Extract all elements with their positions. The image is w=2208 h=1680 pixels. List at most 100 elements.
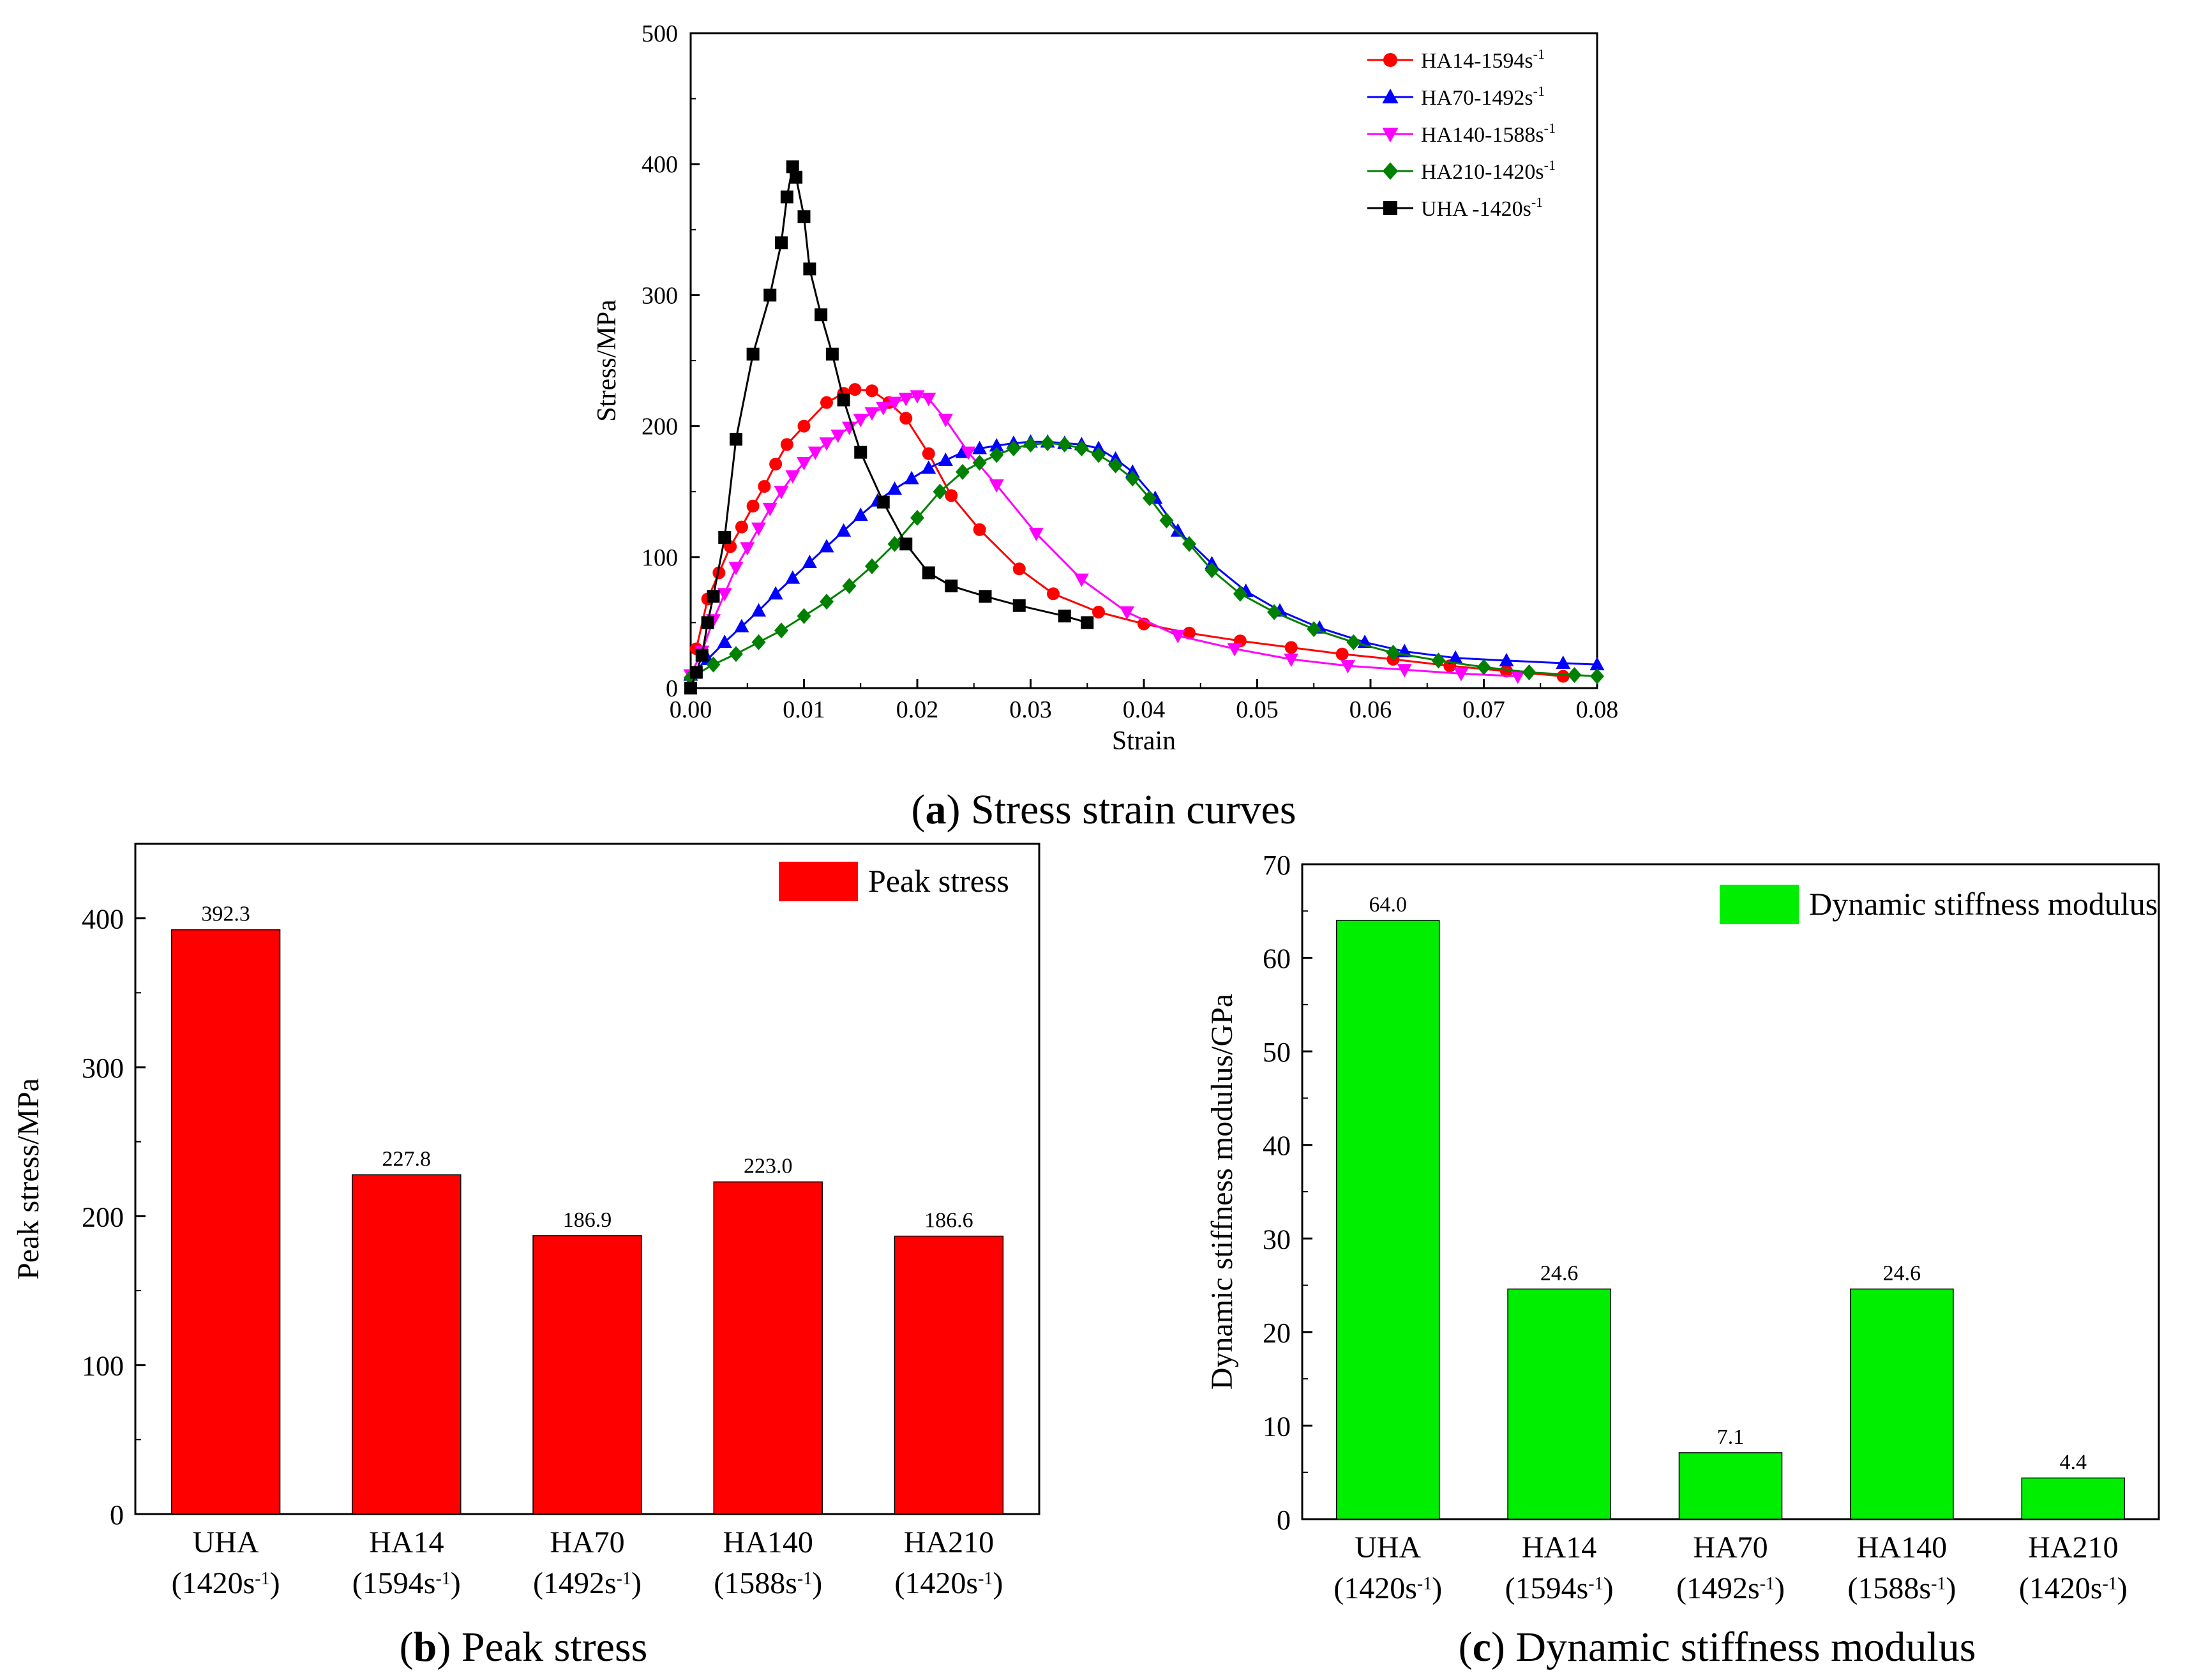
series-line-3 <box>690 442 1598 679</box>
data-point <box>820 594 834 610</box>
data-point <box>706 656 721 673</box>
bar-ha14 <box>352 1174 462 1515</box>
bar-value-label: 24.6 <box>1540 1261 1579 1285</box>
legend-label: UHA -1420s-1 <box>1421 194 1543 221</box>
data-point <box>689 666 703 679</box>
y-tick-label: 40 <box>1263 1130 1291 1162</box>
data-point <box>1567 666 1582 683</box>
bar-ha14 <box>1507 1288 1611 1520</box>
data-point <box>972 454 987 471</box>
data-point <box>973 523 986 536</box>
legend-marker <box>1382 88 1399 103</box>
x-rate-label: (1420s-1) <box>894 1566 1003 1600</box>
data-point <box>865 558 879 574</box>
bar-value-label: 4.4 <box>2060 1451 2087 1474</box>
legend-label: HA140-1588s-1 <box>1421 120 1556 147</box>
data-point <box>1159 512 1174 529</box>
bar-ha70 <box>1678 1452 1783 1520</box>
bar-value-label: 7.1 <box>1717 1425 1745 1449</box>
legend-marker <box>1383 201 1397 215</box>
data-point <box>735 520 748 534</box>
bar-value-label: 186.9 <box>563 1208 612 1232</box>
data-point <box>797 457 811 471</box>
data-point <box>1170 523 1185 537</box>
data-point <box>887 536 902 552</box>
bar-value-label: 392.3 <box>201 903 250 926</box>
y-tick-label: 0 <box>110 1499 124 1531</box>
series-line-1 <box>689 440 1598 676</box>
data-point <box>707 590 720 603</box>
series-line-0 <box>695 388 1563 678</box>
data-point <box>972 440 988 454</box>
data-point <box>819 539 834 553</box>
data-point <box>866 384 878 398</box>
data-point <box>774 486 789 500</box>
x-tick-label: 0.07 <box>1462 696 1505 723</box>
x-category-label: HA210 <box>904 1526 994 1559</box>
data-point <box>887 481 902 495</box>
data-point <box>1205 562 1219 578</box>
data-point <box>876 495 890 509</box>
data-point <box>763 289 777 302</box>
data-point <box>956 463 970 480</box>
x-tick-label: 0.01 <box>783 696 825 723</box>
data-point <box>786 160 799 174</box>
data-point <box>842 578 857 594</box>
data-point <box>1590 668 1604 685</box>
data-point <box>712 566 726 580</box>
data-point <box>938 414 953 428</box>
data-point <box>854 446 867 459</box>
bar-value-label: 64.0 <box>1369 893 1407 917</box>
data-point <box>887 396 902 410</box>
bar-uha <box>170 929 281 1515</box>
data-point <box>1170 629 1185 643</box>
data-point <box>922 566 935 580</box>
y-tick-label: 400 <box>82 904 124 935</box>
data-point <box>864 407 880 421</box>
data-point <box>876 401 891 416</box>
data-point <box>695 649 709 662</box>
x-rate-label: (1420s-1) <box>2019 1571 2128 1605</box>
data-point <box>945 579 958 592</box>
data-point <box>899 412 913 425</box>
legend-label: HA14-1594s-1 <box>1421 46 1545 73</box>
data-point <box>746 347 760 361</box>
data-point <box>1227 643 1242 657</box>
data-point <box>684 682 697 694</box>
data-point <box>717 588 732 602</box>
y-tick-label: 500 <box>642 20 678 47</box>
legend-swatch <box>1720 885 1799 924</box>
data-point <box>769 458 783 471</box>
data-point <box>762 502 777 516</box>
bar-ha70 <box>532 1235 642 1515</box>
bar-ha210 <box>894 1235 1004 1515</box>
x-rate-label: (1594s-1) <box>352 1566 461 1600</box>
y-axis-label: Dynamic stiffness modulus/GPa <box>1205 994 1239 1390</box>
data-point <box>1006 440 1021 456</box>
data-point <box>1012 599 1026 612</box>
x-rate-label: (1588s-1) <box>1847 1571 1956 1605</box>
data-point <box>1028 527 1044 541</box>
data-point <box>842 421 857 435</box>
data-point <box>848 383 862 396</box>
data-point <box>1335 647 1349 661</box>
data-point <box>751 634 766 650</box>
data-point <box>1058 610 1071 623</box>
data-point <box>836 523 852 537</box>
data-point <box>1119 606 1134 620</box>
data-point <box>768 586 783 600</box>
data-point <box>853 414 868 428</box>
data-point <box>1057 436 1072 453</box>
legend-label: Dynamic stiffness modulus <box>1809 886 2158 922</box>
y-tick-label: 400 <box>642 151 678 178</box>
y-tick-label: 200 <box>642 414 678 440</box>
data-point <box>910 390 925 404</box>
data-point <box>1284 653 1299 667</box>
data-point <box>790 170 803 184</box>
data-point <box>910 509 924 526</box>
y-axis-label: Stress/MPa <box>592 299 622 422</box>
data-point <box>1040 435 1055 451</box>
bar-value-label: 186.6 <box>924 1209 973 1233</box>
data-point <box>1589 657 1605 671</box>
data-point <box>933 483 947 500</box>
